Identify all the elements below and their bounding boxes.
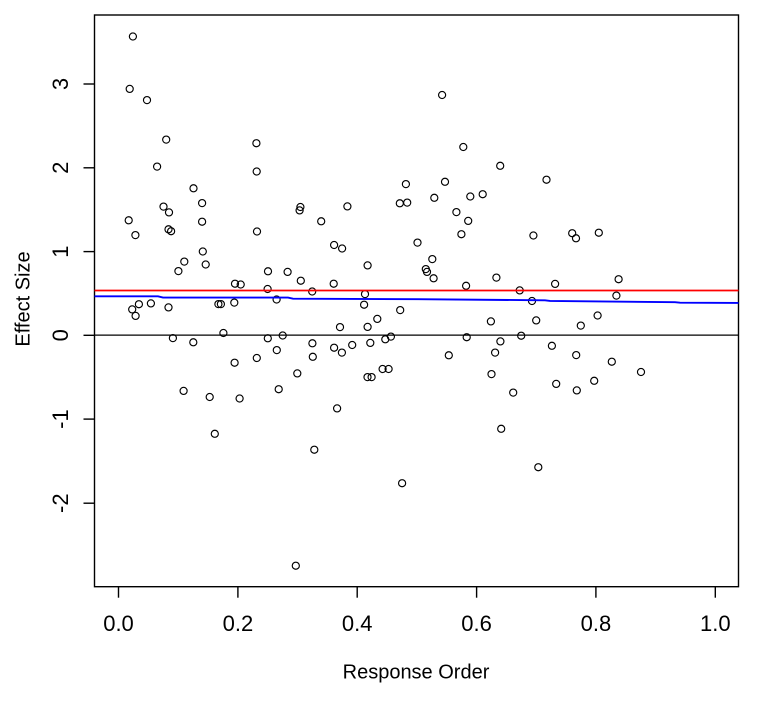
svg-text:2: 2 — [48, 162, 73, 174]
svg-text:0.2: 0.2 — [223, 611, 254, 636]
svg-text:Effect Size: Effect Size — [13, 251, 35, 346]
svg-text:-2: -2 — [48, 493, 73, 513]
svg-text:0.0: 0.0 — [103, 611, 134, 636]
svg-text:Response Order: Response Order — [343, 662, 490, 684]
svg-text:1: 1 — [48, 245, 73, 257]
svg-text:1.0: 1.0 — [700, 611, 731, 636]
svg-text:0.6: 0.6 — [461, 611, 492, 636]
svg-text:-1: -1 — [48, 409, 73, 429]
svg-text:3: 3 — [48, 78, 73, 90]
svg-text:0.4: 0.4 — [342, 611, 373, 636]
svg-text:0: 0 — [48, 329, 73, 341]
svg-text:0.8: 0.8 — [581, 611, 612, 636]
